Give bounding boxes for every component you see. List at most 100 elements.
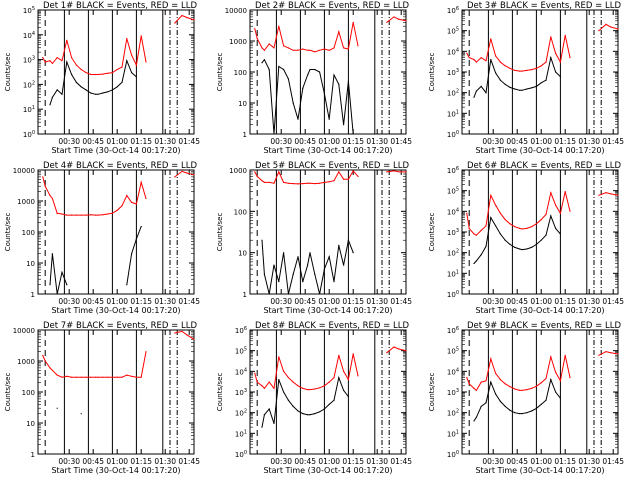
series-line-lld	[42, 170, 195, 216]
data-point	[292, 183, 294, 185]
data-point	[357, 175, 359, 177]
y-tick-label: 102	[447, 249, 459, 258]
data-point	[555, 71, 557, 73]
y-tick-label: 100	[447, 130, 459, 139]
x-tick-label: 01:45	[602, 297, 624, 306]
x-tick-label: 01:00	[106, 457, 128, 466]
data-point	[85, 214, 87, 216]
x-tick-label: 00:30	[58, 457, 80, 466]
data-point	[495, 372, 497, 374]
data-point	[526, 69, 528, 71]
y-tick-label: 101	[447, 269, 459, 278]
chart-panel-7: Det 7# BLACK = Events, RED = LLD Counts/s…	[4, 321, 200, 475]
data-point	[256, 381, 258, 383]
data-point	[283, 370, 285, 372]
data-point	[495, 225, 497, 227]
data-point	[254, 171, 256, 173]
y-tick-label: 103	[235, 388, 247, 397]
data-point	[509, 409, 511, 411]
data-point	[102, 214, 104, 216]
data-point	[135, 64, 137, 66]
data-point	[56, 407, 58, 409]
plot-frame	[249, 329, 407, 455]
x-tick-label: 00:30	[270, 457, 292, 466]
data-point	[550, 356, 552, 358]
chart-title: Det 1# BLACK = Events, RED = LLD	[43, 1, 198, 11]
data-point	[107, 213, 109, 215]
data-point	[531, 226, 533, 228]
data-point	[550, 57, 552, 59]
data-point	[352, 133, 354, 135]
data-point	[126, 284, 128, 286]
series-line-events	[473, 55, 561, 98]
data-point	[292, 273, 294, 275]
data-point	[273, 47, 275, 49]
data-point	[287, 78, 289, 80]
data-point	[51, 197, 54, 200]
data-point	[555, 391, 557, 393]
chart-panel-5: Det 5# BLACK = Events, RED = LLD Counts/s…	[216, 161, 412, 315]
x-tick-label: 00:30	[482, 457, 504, 466]
data-point	[75, 81, 77, 83]
data-point	[468, 227, 470, 229]
data-point	[475, 416, 477, 418]
data-point	[559, 76, 562, 78]
data-point	[555, 52, 557, 54]
data-point	[540, 382, 542, 384]
series-line-events	[473, 214, 561, 264]
data-point	[504, 383, 506, 385]
data-point	[44, 185, 46, 187]
data-point	[268, 181, 270, 183]
data-point	[540, 219, 542, 221]
data-point	[107, 91, 109, 93]
data-point	[309, 252, 311, 254]
x-axis-label: Start Time (30-Oct-14 00:17:20)	[51, 146, 180, 155]
data-point	[140, 35, 142, 37]
data-point	[116, 209, 118, 211]
x-axis-label: Start Time (30-Oct-14 00:17:20)	[475, 146, 604, 155]
data-point	[514, 69, 516, 71]
data-point	[121, 81, 123, 83]
data-point	[545, 213, 547, 216]
data-point	[314, 388, 316, 390]
data-point	[297, 49, 299, 51]
x-tick-label: 00:30	[270, 137, 292, 146]
data-point	[610, 352, 612, 354]
data-point	[186, 334, 188, 336]
data-point	[485, 245, 487, 247]
y-tick-label: 1000	[17, 198, 35, 206]
data-point	[328, 49, 330, 51]
data-point	[307, 389, 309, 391]
chart-title: Det 7# BLACK = Events, RED = LLD	[43, 321, 198, 331]
x-tick-label: 00:45	[506, 137, 528, 146]
data-point	[475, 90, 477, 92]
data-point	[193, 19, 195, 21]
y-tick-label: 101	[447, 429, 459, 438]
x-tick-label: 01:45	[602, 457, 624, 466]
x-axis-label: Start Time (30-Oct-14 00:17:20)	[263, 146, 392, 155]
data-point	[343, 264, 345, 266]
data-point	[309, 68, 311, 71]
data-point	[485, 380, 487, 382]
data-point	[307, 182, 309, 184]
data-point	[111, 72, 113, 74]
data-point	[540, 239, 542, 241]
x-tick-label: 00:45	[506, 297, 528, 306]
data-point	[273, 264, 275, 266]
data-point	[273, 387, 275, 389]
data-point	[521, 70, 523, 72]
data-point	[468, 57, 470, 59]
data-point	[509, 223, 511, 225]
data-point	[268, 381, 270, 383]
data-point	[44, 360, 46, 362]
y-tick-label: 10	[238, 100, 247, 108]
x-axis-label: Start Time (30-Oct-14 00:17:20)	[51, 306, 180, 315]
data-point	[302, 183, 304, 185]
chart-title: Det 8# BLACK = Events, RED = LLD	[255, 321, 410, 331]
y-tick-label: 106	[447, 6, 459, 15]
data-point	[545, 399, 547, 401]
data-point	[490, 38, 492, 40]
data-point	[352, 252, 354, 254]
data-point	[263, 387, 265, 389]
x-tick-label: 01:00	[318, 457, 340, 466]
